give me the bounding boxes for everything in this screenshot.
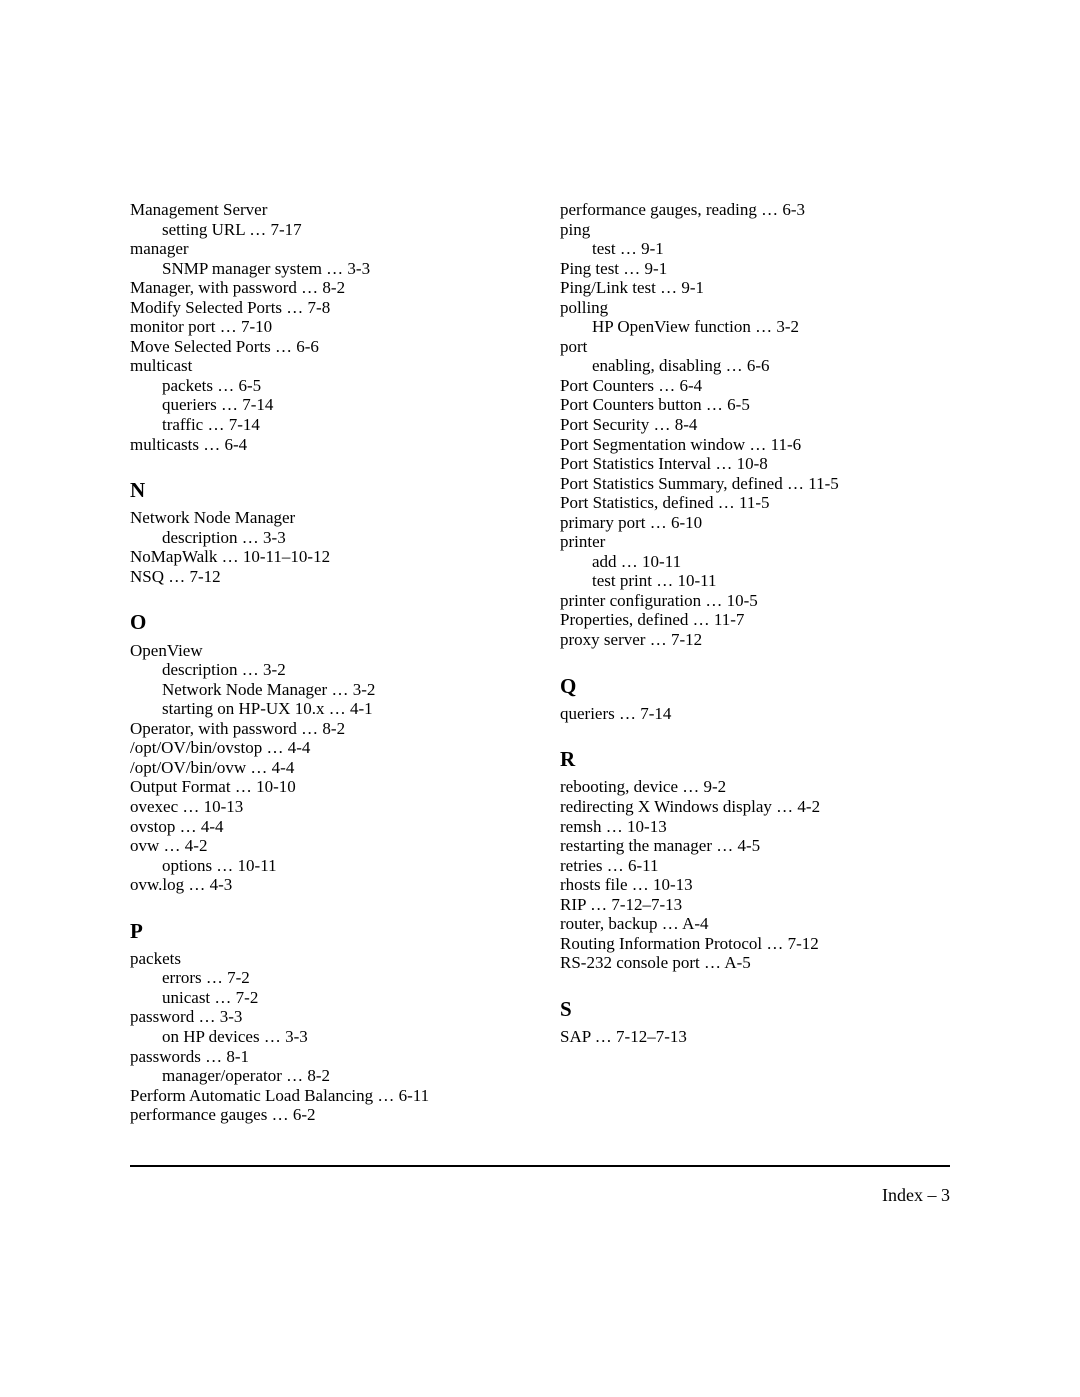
index-entry: password … 3-3 — [130, 1007, 520, 1027]
index-entry: performance gauges … 6-2 — [130, 1105, 520, 1125]
index-entry: RS-232 console port … A-5 — [560, 953, 950, 973]
index-entry: rebooting, device … 9-2 — [560, 777, 950, 797]
index-entry: ovw … 4-2 — [130, 836, 520, 856]
index-entry: remsh … 10-13 — [560, 817, 950, 837]
index-entry: port — [560, 337, 950, 357]
index-entry: Properties, defined … 11-7 — [560, 610, 950, 630]
index-entry: add … 10-11 — [560, 552, 950, 572]
index-entry: NSQ … 7-12 — [130, 567, 520, 587]
index-entry: manager/operator … 8-2 — [130, 1066, 520, 1086]
index-entry: setting URL … 7-17 — [130, 220, 520, 240]
index-entry: Port Counters button … 6-5 — [560, 395, 950, 415]
index-columns: Management Serversetting URL … 7-17manag… — [130, 200, 950, 1125]
index-entry: unicast … 7-2 — [130, 988, 520, 1008]
index-entry: polling — [560, 298, 950, 318]
index-entry: Port Counters … 6-4 — [560, 376, 950, 396]
section-heading: N — [130, 478, 520, 502]
index-entry: monitor port … 7-10 — [130, 317, 520, 337]
index-entry: Routing Information Protocol … 7-12 — [560, 934, 950, 954]
section-heading: S — [560, 997, 950, 1021]
right-column: performance gauges, reading … 6-3pingtes… — [560, 200, 950, 1125]
page-footer: Index – 3 — [130, 1185, 950, 1206]
index-entry: Network Node Manager … 3-2 — [130, 680, 520, 700]
index-entry: Port Segmentation window … 11-6 — [560, 435, 950, 455]
index-entry: Modify Selected Ports … 7-8 — [130, 298, 520, 318]
index-entry: /opt/OV/bin/ovw … 4-4 — [130, 758, 520, 778]
index-entry: proxy server … 7-12 — [560, 630, 950, 650]
index-entry: Network Node Manager — [130, 508, 520, 528]
index-entry: description … 3-3 — [130, 528, 520, 548]
index-entry: Management Server — [130, 200, 520, 220]
section-heading: R — [560, 747, 950, 771]
index-entry: Port Statistics, defined … 11-5 — [560, 493, 950, 513]
index-entry: Ping test … 9-1 — [560, 259, 950, 279]
index-entry: performance gauges, reading … 6-3 — [560, 200, 950, 220]
index-entry: /opt/OV/bin/ovstop … 4-4 — [130, 738, 520, 758]
index-entry: RIP … 7-12–7-13 — [560, 895, 950, 915]
index-entry: on HP devices … 3-3 — [130, 1027, 520, 1047]
index-entry: router, backup … A-4 — [560, 914, 950, 934]
index-entry: queriers … 7-14 — [560, 704, 950, 724]
section-heading: O — [130, 610, 520, 634]
index-entry: Move Selected Ports … 6-6 — [130, 337, 520, 357]
index-entry: NoMapWalk … 10-11–10-12 — [130, 547, 520, 567]
index-entry: starting on HP-UX 10.x … 4-1 — [130, 699, 520, 719]
index-entry: test print … 10-11 — [560, 571, 950, 591]
section-heading: Q — [560, 674, 950, 698]
index-entry: multicast — [130, 356, 520, 376]
index-entry: printer — [560, 532, 950, 552]
index-entry: multicasts … 6-4 — [130, 435, 520, 455]
index-entry: ping — [560, 220, 950, 240]
index-entry: rhosts file … 10-13 — [560, 875, 950, 895]
index-entry: packets … 6-5 — [130, 376, 520, 396]
footer-rule — [130, 1165, 950, 1167]
index-entry: Manager, with password … 8-2 — [130, 278, 520, 298]
index-entry: ovexec … 10-13 — [130, 797, 520, 817]
left-column: Management Serversetting URL … 7-17manag… — [130, 200, 520, 1125]
index-entry: Operator, with password … 8-2 — [130, 719, 520, 739]
index-entry: Port Statistics Interval … 10-8 — [560, 454, 950, 474]
index-entry: Port Statistics Summary, defined … 11-5 — [560, 474, 950, 494]
index-entry: restarting the manager … 4-5 — [560, 836, 950, 856]
index-entry: retries … 6-11 — [560, 856, 950, 876]
index-entry: options … 10-11 — [130, 856, 520, 876]
index-entry: packets — [130, 949, 520, 969]
index-entry: ovstop … 4-4 — [130, 817, 520, 837]
index-entry: SAP … 7-12–7-13 — [560, 1027, 950, 1047]
index-entry: test … 9-1 — [560, 239, 950, 259]
section-heading: P — [130, 919, 520, 943]
index-entry: description … 3-2 — [130, 660, 520, 680]
index-entry: enabling, disabling … 6-6 — [560, 356, 950, 376]
index-entry: SNMP manager system … 3-3 — [130, 259, 520, 279]
index-entry: manager — [130, 239, 520, 259]
index-entry: Ping/Link test … 9-1 — [560, 278, 950, 298]
index-entry: ovw.log … 4-3 — [130, 875, 520, 895]
index-entry: primary port … 6-10 — [560, 513, 950, 533]
index-entry: queriers … 7-14 — [130, 395, 520, 415]
index-entry: redirecting X Windows display … 4-2 — [560, 797, 950, 817]
index-entry: traffic … 7-14 — [130, 415, 520, 435]
index-entry: passwords … 8-1 — [130, 1047, 520, 1067]
index-entry: OpenView — [130, 641, 520, 661]
index-entry: errors … 7-2 — [130, 968, 520, 988]
index-entry: HP OpenView function … 3-2 — [560, 317, 950, 337]
index-entry: Output Format … 10-10 — [130, 777, 520, 797]
index-entry: printer configuration … 10-5 — [560, 591, 950, 611]
index-entry: Port Security … 8-4 — [560, 415, 950, 435]
index-entry: Perform Automatic Load Balancing … 6-11 — [130, 1086, 520, 1106]
